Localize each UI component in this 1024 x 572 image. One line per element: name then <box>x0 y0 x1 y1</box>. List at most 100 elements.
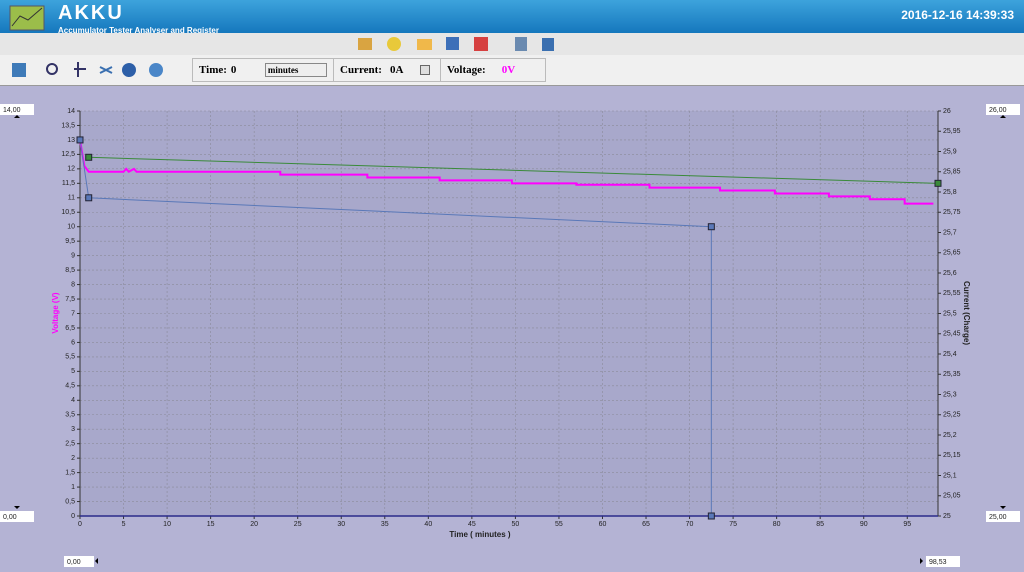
x-tick-label: 85 <box>816 521 824 528</box>
y-axis-title: Voltage (V) <box>51 292 60 334</box>
x-tick-label: 20 <box>250 521 258 528</box>
y-tick-label: 11 <box>68 195 75 202</box>
x-tick-label: 10 <box>163 521 171 528</box>
y-tick-label: 2,5 <box>65 441 75 448</box>
icon-folder[interactable] <box>417 39 432 50</box>
icon-cursor[interactable] <box>74 62 86 77</box>
x-tick-label: 45 <box>468 521 476 528</box>
icon-exit[interactable] <box>542 38 554 51</box>
icon-cut[interactable] <box>99 66 113 74</box>
y2-tick-label: 25,9 <box>943 148 957 155</box>
y-tick-label: 8,5 <box>65 267 75 274</box>
y-tick-label: 4,5 <box>65 383 75 390</box>
current-checkbox[interactable] <box>419 65 430 75</box>
icon-about[interactable] <box>122 63 136 77</box>
time-group: Time: 0 minutes <box>192 58 334 82</box>
y2-tick-label: 25,25 <box>943 412 961 419</box>
time-label: Time: <box>199 64 227 76</box>
x-tick-label: 50 <box>512 521 520 528</box>
icon-chart[interactable] <box>12 63 26 77</box>
app-subtitle: Accumulator Tester Analyser and Register <box>58 26 219 35</box>
time-unit-select[interactable]: minutes <box>264 63 327 77</box>
y-tick-label: 3 <box>71 426 75 433</box>
point-marker <box>85 153 93 161</box>
icon-save[interactable] <box>446 37 459 50</box>
y2-tick-label: 25,95 <box>943 128 961 135</box>
app-title: AKKU <box>58 2 124 24</box>
time-value: 0 <box>230 64 237 76</box>
icon-new[interactable] <box>387 37 401 51</box>
y-tick-label: 6 <box>71 339 75 346</box>
datetime: 2016-12-16 14:39:33 <box>901 8 1014 22</box>
logo <box>9 5 45 31</box>
icon-open[interactable] <box>358 38 372 50</box>
point-marker <box>76 136 84 144</box>
y-tick-label: 3,5 <box>65 412 75 419</box>
y-tick-label: 6,5 <box>65 325 75 332</box>
y2-tick-label: 25,2 <box>943 432 957 439</box>
tool-icons <box>12 62 163 77</box>
x-min-box[interactable]: 0,00 <box>67 559 81 566</box>
x-tick-label: 35 <box>381 521 389 528</box>
y-tick-label: 5,5 <box>65 354 75 361</box>
y-min-box[interactable]: 0,00 <box>3 514 17 521</box>
y2-tick-label: 25,85 <box>943 169 961 176</box>
y2-tick-label: 25,35 <box>943 371 961 378</box>
x-tick-label: 90 <box>860 521 868 528</box>
y2-tick-label: 25,45 <box>943 331 961 338</box>
series-line <box>88 156 939 184</box>
voltage-label: Voltage: <box>447 64 486 76</box>
y-tick-label: 7 <box>71 310 75 317</box>
icon-zoom[interactable] <box>46 63 58 75</box>
y-tick-label: 12,5 <box>61 151 75 158</box>
point-marker <box>707 223 715 231</box>
y2-axis-title: Current (Charge) <box>962 281 971 345</box>
x-max-box[interactable]: 98,53 <box>929 559 947 566</box>
y2-tick-label: 25,4 <box>943 351 957 358</box>
y2-min-box[interactable]: 25,00 <box>989 514 1007 521</box>
x-tick-label: 25 <box>294 521 302 528</box>
voltage-value: 0V <box>501 64 516 76</box>
x-tick-label: 15 <box>207 521 215 528</box>
y-tick-label: 13 <box>67 137 75 144</box>
y2-tick-label: 25,15 <box>943 452 961 459</box>
toolbar: Time: 0 minutes Current: 0A Voltage: 0V <box>0 55 1024 86</box>
y-tick-label: 11,5 <box>62 180 75 187</box>
y-max-box[interactable]: 14,00 <box>3 107 21 114</box>
y-tick-label: 10 <box>67 224 75 231</box>
x-tick-label: 5 <box>122 521 126 528</box>
y2-tick-label: 25,8 <box>943 189 957 196</box>
point-marker <box>85 194 93 202</box>
y-tick-label: 1 <box>71 484 75 491</box>
icon-settings[interactable] <box>149 63 163 77</box>
header: AKKU Accumulator Tester Analyser and Reg… <box>0 0 1024 35</box>
icon-close[interactable] <box>474 37 488 51</box>
y2-tick-label: 25,05 <box>943 493 961 500</box>
x-tick-label: 30 <box>337 521 345 528</box>
y-tick-label: 0 <box>71 513 75 520</box>
y2-tick-label: 25 <box>943 513 951 520</box>
y2-tick-label: 26 <box>943 108 951 115</box>
menu-bar <box>0 33 1024 55</box>
y2-max-box[interactable]: 26,00 <box>989 107 1007 114</box>
x-tick-label: 55 <box>555 521 563 528</box>
x-tick-label: 80 <box>773 521 781 528</box>
y2-tick-label: 25,55 <box>943 290 961 297</box>
point-marker <box>707 512 715 520</box>
icon-info[interactable] <box>515 37 527 51</box>
y-tick-label: 9 <box>71 252 75 259</box>
y-tick-label: 12 <box>67 166 75 173</box>
x-tick-label: 70 <box>686 521 694 528</box>
y-tick-label: 2 <box>71 455 75 462</box>
y-tick-label: 10,5 <box>61 209 75 216</box>
y2-tick-label: 25,65 <box>943 250 961 257</box>
series-line <box>79 139 934 205</box>
menu-icons <box>358 37 554 51</box>
x-tick-label: 60 <box>599 521 607 528</box>
x-tick-label: 40 <box>424 521 432 528</box>
y-tick-label: 5 <box>71 368 75 375</box>
point-marker <box>934 179 942 187</box>
y2-tick-label: 25,3 <box>943 391 957 398</box>
